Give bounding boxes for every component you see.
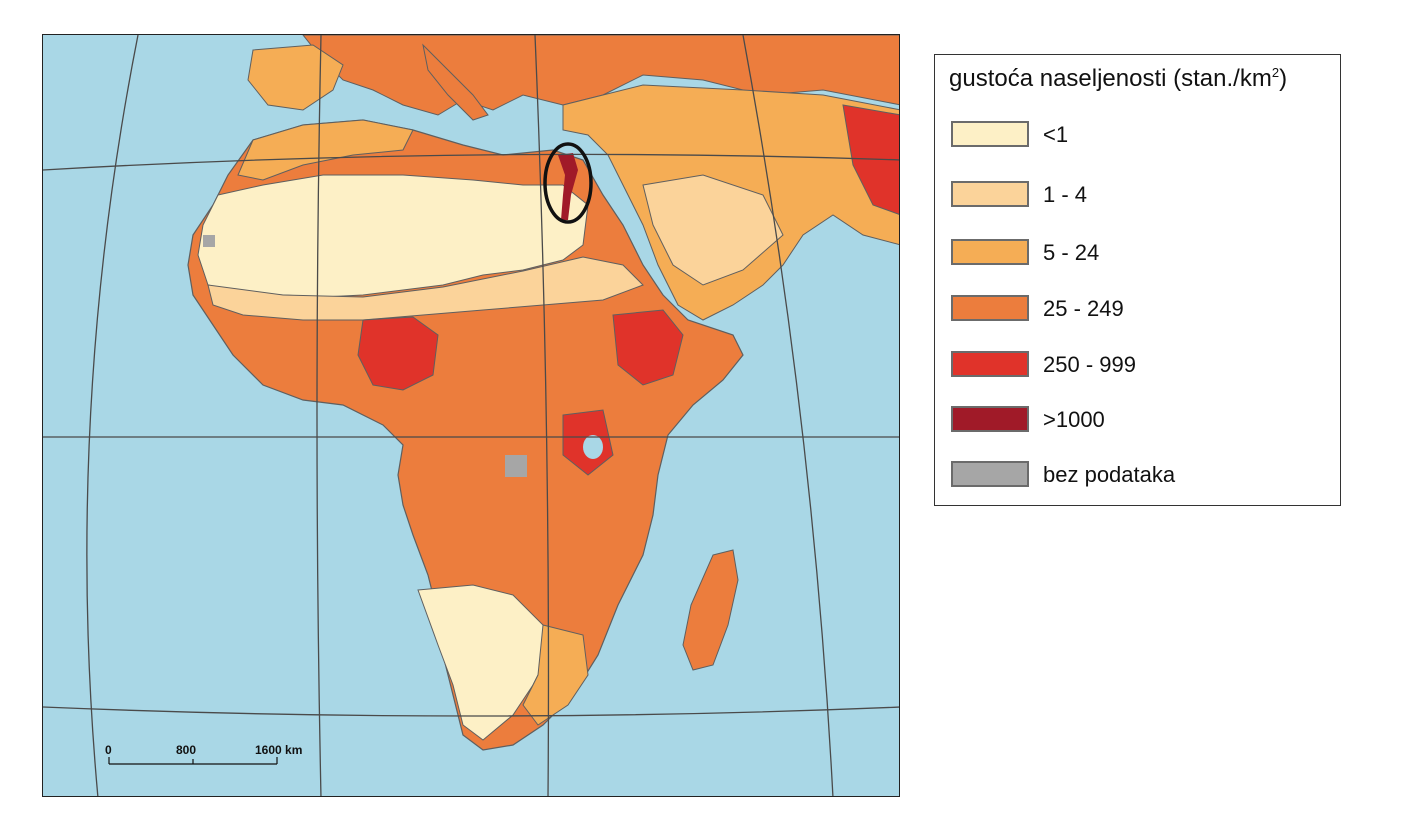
legend: gustoća naseljenosti (stan./km2) <1 1 - … [934,54,1341,506]
legend-label: 25 - 249 [1043,296,1124,321]
graticule [43,35,899,796]
legend-item-lt1: <1 [951,121,1331,151]
legend-swatch [951,121,1029,147]
scale-bar: 0 800 1600 km [105,743,302,765]
legend-item-no-data: bez podataka [951,461,1331,491]
nile-highlight-ellipse [543,142,593,224]
legend-label: 5 - 24 [1043,240,1100,265]
legend-item-25-249: 25 - 249 [951,295,1331,325]
legend-item-250-999: 250 - 999 [951,351,1331,381]
legend-item-gt1000: >1000 [951,406,1331,436]
scale-tick-1600: 1600 km [255,743,302,757]
region-no-data-congo [505,455,527,477]
region-namibia-botswana [417,584,549,741]
legend-swatch [951,351,1029,377]
legend-item-1-4: 1 - 4 [951,181,1331,211]
region-south-africa-east [522,624,589,726]
legend-swatch [951,295,1029,321]
africa-population-density-map: 0 800 1600 km [43,35,899,796]
region-arabia-desert [642,174,784,286]
scale-tick-0: 0 [105,743,112,757]
legend-swatch [951,406,1029,432]
legend-label: >1000 [1043,407,1105,432]
legend-swatch [951,239,1029,265]
legend-swatch [951,181,1029,207]
legend-label: 1 - 4 [1043,182,1088,207]
map-frame: 0 800 1600 km [42,34,900,797]
legend-label: 250 - 999 [1043,352,1136,377]
landmass-madagascar [682,549,739,671]
lake-victoria [583,435,603,459]
legend-label: <1 [1043,122,1069,147]
legend-title: gustoća naseljenosti (stan./km2) [949,65,1288,92]
legend-title-superscript: 2 [1271,65,1280,80]
landmass-italy [422,43,489,121]
region-ethiopia [612,309,684,386]
legend-item-5-24: 5 - 24 [951,239,1331,269]
region-nigeria [357,316,439,391]
region-nile-valley [558,153,578,220]
region-no-data-sahara [203,235,215,247]
legend-swatch [951,461,1029,487]
scale-tick-800: 800 [176,743,196,757]
region-maghreb-coast [237,119,414,181]
legend-label: bez podataka [1043,462,1176,487]
